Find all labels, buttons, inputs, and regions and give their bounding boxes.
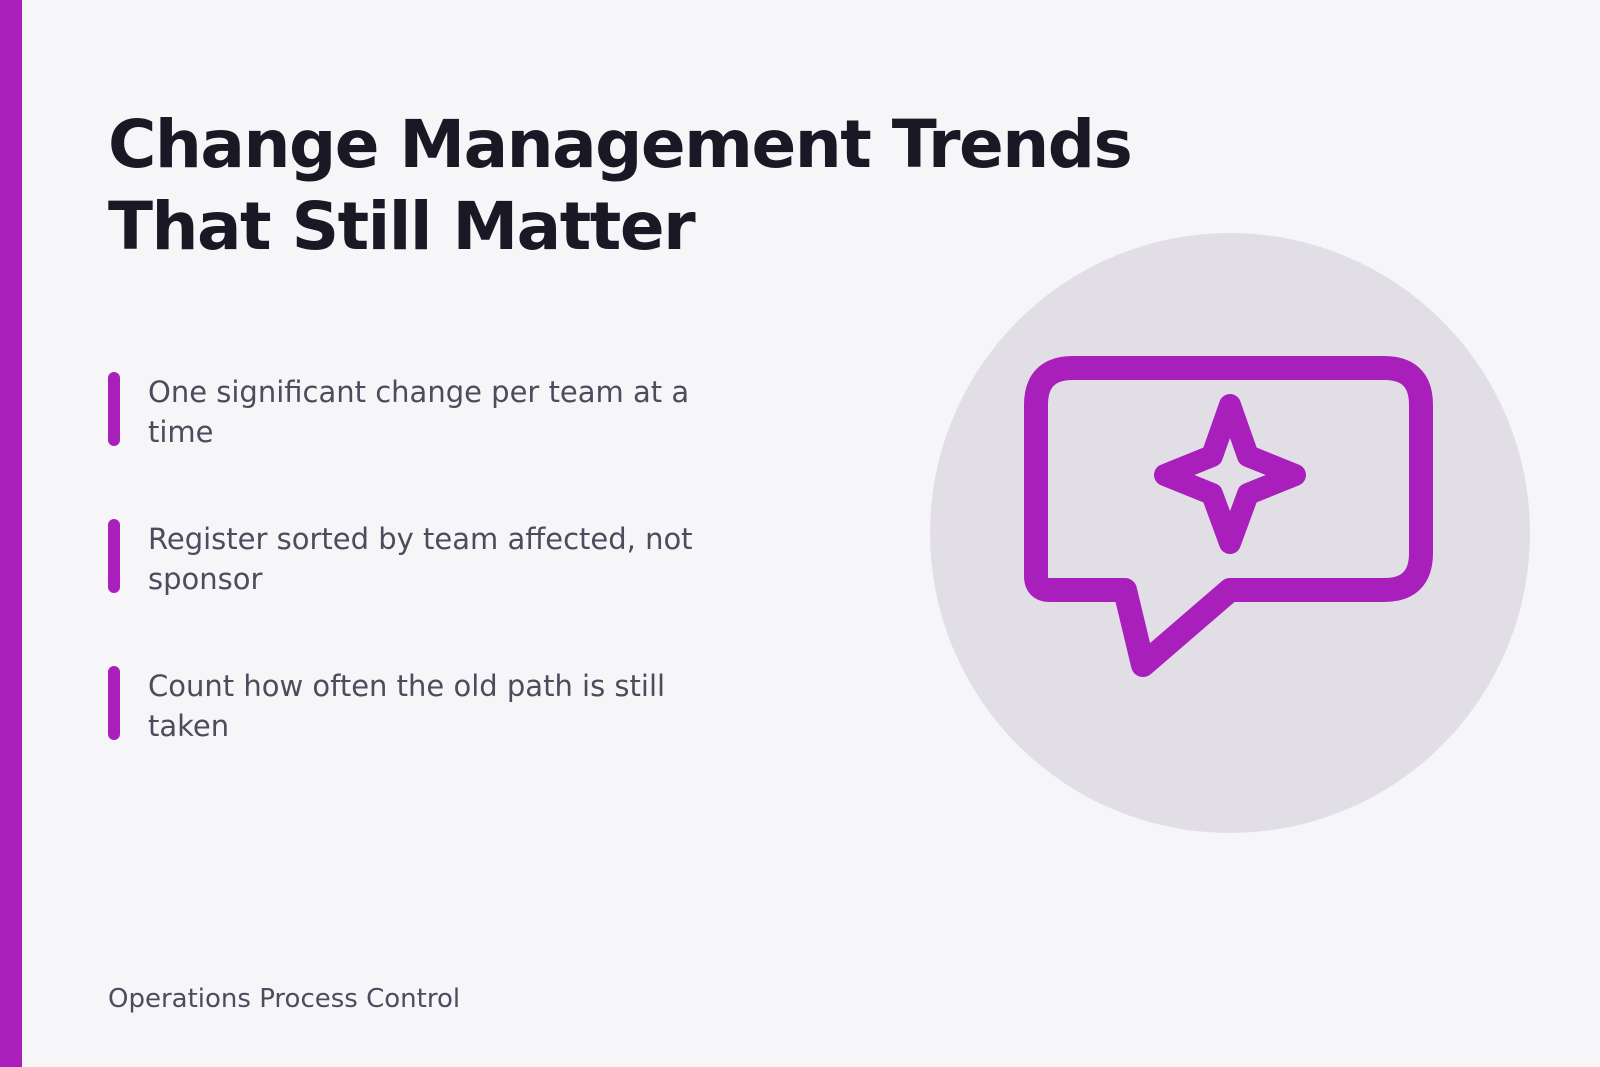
- bullet-text: Count how often the old path is still ta…: [148, 669, 666, 743]
- bullet-item: Count how often the old path is still ta…: [108, 664, 728, 811]
- bullet-item: One significant change per team at a tim…: [108, 370, 728, 517]
- bullet-marker: [108, 666, 120, 740]
- chat-sparkle-icon: [1024, 356, 1433, 677]
- bullet-marker: [108, 372, 120, 446]
- footer-label: Operations Process Control: [108, 984, 461, 1014]
- slide-title: Change Management Trends That Still Matt…: [108, 106, 1133, 265]
- bullet-text: Register sorted by team affected, not sp…: [148, 522, 693, 596]
- bullet-text: One significant change per team at a tim…: [148, 375, 690, 449]
- bullet-item: Register sorted by team affected, not sp…: [108, 517, 728, 664]
- left-accent-bar: [0, 0, 22, 1067]
- bullet-marker: [108, 519, 120, 593]
- bullet-list: One significant change per team at a tim…: [108, 370, 728, 811]
